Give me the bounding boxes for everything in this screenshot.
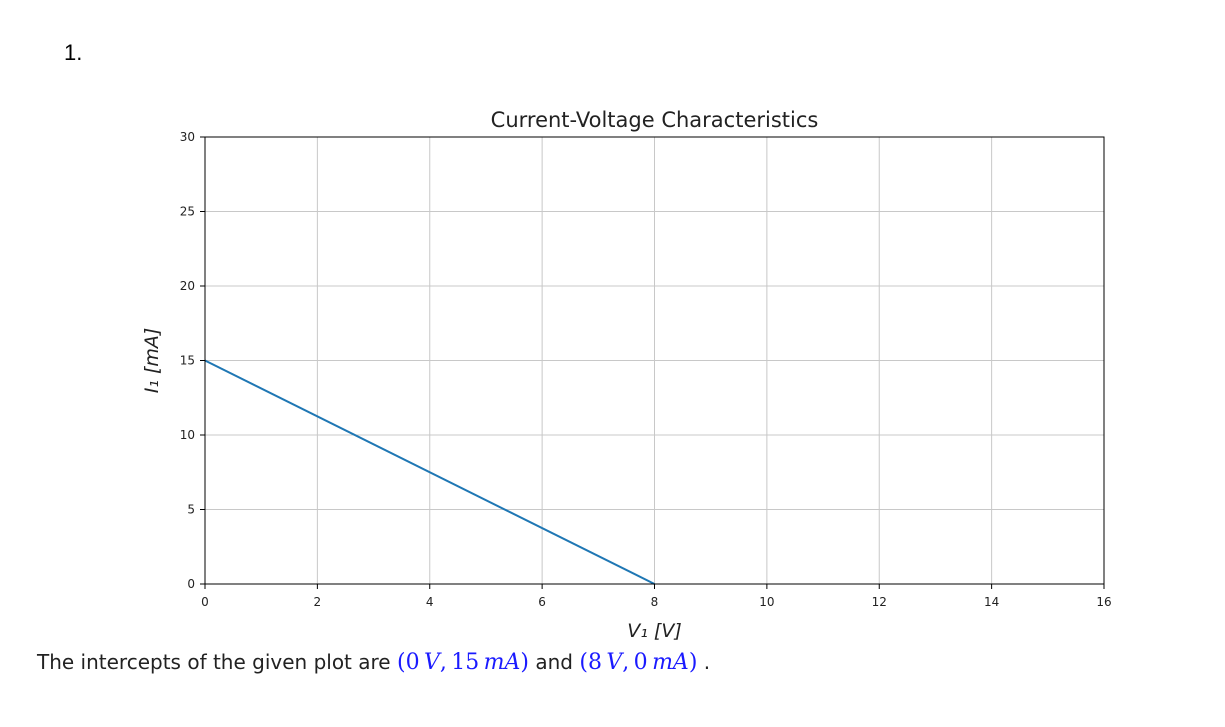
comma: ,	[622, 650, 630, 675]
x-tick-label: 6	[538, 595, 546, 609]
series-line	[204, 359, 655, 585]
x-tick-label: 12	[872, 595, 887, 609]
answer-suffix: .	[697, 650, 711, 674]
y-tick-label: 5	[187, 503, 195, 517]
x-tick-label: 14	[984, 595, 999, 609]
paren-open: (	[396, 650, 406, 675]
intercept-1: (0 V, 15 mA)	[397, 650, 529, 675]
x-tick-label: 2	[314, 595, 322, 609]
y-tick-label: 15	[180, 354, 195, 368]
y-tick-label: 30	[180, 130, 195, 144]
intercept-2: (8 V, 0 mA)	[579, 650, 697, 675]
answer-text: The intercepts of the given plot are (0 …	[37, 650, 710, 675]
x-tick-label: 10	[759, 595, 774, 609]
grid	[204, 136, 1105, 585]
y-tick-label: 10	[180, 428, 195, 442]
x-tick-label: 8	[651, 595, 659, 609]
y-tick-label: 25	[180, 205, 195, 219]
chart-title: Current-Voltage Characteristics	[491, 108, 819, 132]
y-axis-label: I₁ [mA]	[141, 328, 163, 394]
unit: V	[606, 650, 623, 675]
y-tick-label: 20	[180, 279, 195, 293]
paren-close: )	[688, 650, 698, 675]
value: 8	[587, 650, 602, 675]
answer-middle: and	[529, 650, 580, 674]
x-axis-label: V₁ [V]	[627, 620, 681, 640]
x-tick-label: 4	[426, 595, 434, 609]
comma: ,	[439, 650, 447, 675]
value: 0	[405, 650, 420, 675]
iv-chart: 0 2 4 6 8 10 12 14 16 0 5 10 15 20 25 30 Current-Voltag…	[141, 108, 1112, 640]
answer-prefix: The intercepts of the given plot are	[37, 650, 397, 674]
y-tick-label: 0	[187, 577, 195, 591]
x-tick-label: 16	[1096, 595, 1111, 609]
value: 15	[451, 650, 480, 675]
value: 0	[633, 650, 648, 675]
x-tick-label: 0	[201, 595, 209, 609]
unit: mA	[483, 650, 521, 675]
paren-open: (	[579, 650, 588, 675]
tick-layer: 0 2 4 6 8 10 12 14 16 0 5 10 15 20 25 30	[180, 130, 1112, 609]
paren-close: )	[520, 650, 530, 675]
question-number: 1.	[64, 40, 83, 65]
unit: mA	[652, 650, 689, 675]
unit: V	[423, 650, 440, 675]
series-layer	[204, 359, 655, 585]
